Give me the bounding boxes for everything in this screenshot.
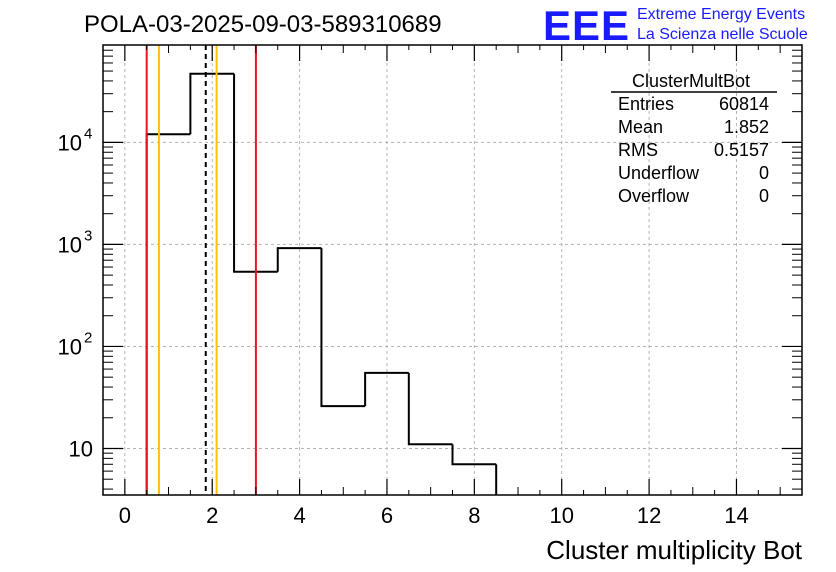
x-tick-label: 10: [549, 503, 573, 528]
histogram-bin: [320, 248, 366, 408]
chart-title: POLA-03-2025-09-03-589310689: [84, 11, 442, 38]
stats-value-entries: 60814: [719, 94, 769, 114]
y-tick-base: 10: [58, 334, 82, 359]
eee-logo: EEE Extreme Energy Events La Scienza nel…: [543, 2, 808, 49]
reference-lines: [145, 45, 257, 495]
stats-label-overflow: Overflow: [618, 186, 690, 206]
logo-line-1: Extreme Energy Events: [637, 6, 805, 23]
histogram-bin: [189, 72, 235, 135]
y-tick-label: 10 3: [58, 227, 93, 257]
stats-value-mean: 1.852: [724, 117, 769, 137]
y-tick-exponent: 2: [84, 329, 92, 346]
stats-label-underflow: Underflow: [618, 163, 700, 183]
stats-value-underflow: 0: [759, 163, 769, 183]
y-tick-label: 10 2: [58, 329, 93, 359]
stats-label-entries: Entries: [618, 94, 674, 114]
y-tick-base: 10: [69, 436, 93, 461]
x-tick-label: 6: [381, 503, 393, 528]
y-tick-base: 10: [58, 232, 82, 257]
logo-mark: EEE: [543, 2, 630, 49]
x-tick-label: 14: [724, 503, 748, 528]
histogram-bin: [145, 133, 191, 495]
y-tick-exponent: 3: [84, 227, 92, 244]
y-tick-label: 10: [69, 436, 93, 461]
x-axis-label: Cluster multiplicity Bot: [546, 535, 803, 565]
logo-line-2: La Scienza nelle Scuole: [637, 26, 808, 43]
y-tick-label: 10 4: [58, 125, 93, 155]
histogram-series: [145, 72, 498, 495]
x-tick-label: 2: [206, 503, 218, 528]
grid-lines: [103, 45, 802, 495]
x-tick-label: 0: [119, 503, 131, 528]
stats-box: ClusterMultBot Entries 60814 Mean 1.852 …: [611, 71, 777, 206]
stats-title: ClusterMultBot: [632, 71, 750, 91]
x-tick-label: 4: [293, 503, 305, 528]
x-tick-label: 12: [637, 503, 661, 528]
y-tick-base: 10: [58, 130, 82, 155]
x-tick-label: 8: [468, 503, 480, 528]
stats-value-overflow: 0: [759, 186, 769, 206]
stats-label-mean: Mean: [618, 117, 663, 137]
histogram-bin: [451, 444, 497, 466]
histogram-bin: [233, 73, 278, 273]
histogram-bin: [407, 372, 453, 446]
stats-value-rms: 0.5157: [714, 140, 769, 160]
histogram-bin: [364, 371, 409, 407]
plot-frame: [102, 44, 803, 496]
histogram-bin: [276, 247, 322, 272]
stats-label-rms: RMS: [618, 140, 658, 160]
y-tick-exponent: 4: [84, 125, 92, 142]
